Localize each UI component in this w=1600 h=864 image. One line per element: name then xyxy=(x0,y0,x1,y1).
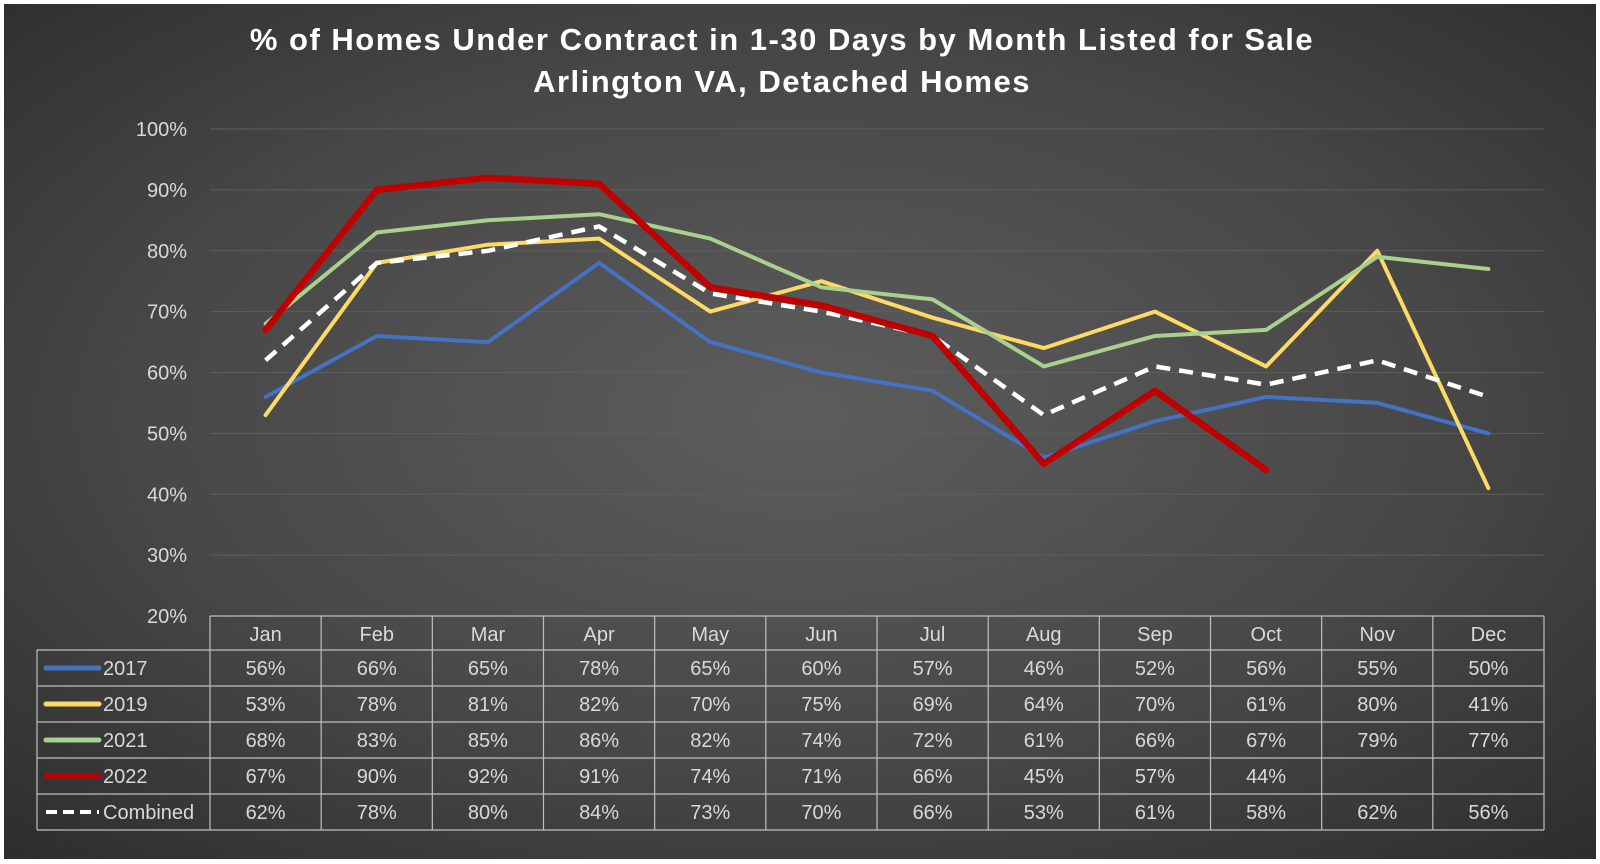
chart-title: % of Homes Under Contract in 1-30 Days b… xyxy=(250,22,1314,57)
data-label: 65% xyxy=(690,658,730,680)
data-label: 86% xyxy=(579,730,619,752)
data-label: 85% xyxy=(468,730,508,752)
x-tick-label: Dec xyxy=(1471,624,1507,646)
data-label: 61% xyxy=(1024,730,1064,752)
data-label: 65% xyxy=(468,658,508,680)
data-label: 56% xyxy=(246,658,286,680)
x-tick-label: Nov xyxy=(1359,624,1395,646)
data-label: 91% xyxy=(579,766,619,788)
data-label: 80% xyxy=(468,802,508,824)
data-label: 50% xyxy=(1468,658,1508,680)
y-tick-label: 70% xyxy=(147,302,187,324)
data-label: 66% xyxy=(913,802,953,824)
data-label: 78% xyxy=(579,658,619,680)
data-label: 67% xyxy=(246,766,286,788)
x-tick-label: Aug xyxy=(1026,624,1062,646)
y-tick-label: 100% xyxy=(136,119,187,141)
data-label: 45% xyxy=(1024,766,1064,788)
data-label: 64% xyxy=(1024,694,1064,716)
data-label: 84% xyxy=(579,802,619,824)
y-tick-label: 30% xyxy=(147,545,187,567)
data-label: 55% xyxy=(1357,658,1397,680)
y-axis-ticks: 100% 90% 80% 70% 60% 50% 40% 30% 20% xyxy=(136,119,187,628)
data-label: 57% xyxy=(1135,766,1175,788)
x-tick-label: Feb xyxy=(360,624,394,646)
data-label: 71% xyxy=(801,766,841,788)
data-label: 58% xyxy=(1246,802,1286,824)
data-label: 83% xyxy=(357,730,397,752)
legend-label-2017: 2017 xyxy=(103,658,148,680)
gridlines xyxy=(210,128,1544,556)
data-label: 66% xyxy=(913,766,953,788)
series-line-2019 xyxy=(263,236,1491,491)
y-tick-label: 50% xyxy=(147,423,187,445)
x-tick-label: Jun xyxy=(805,624,837,646)
data-label: 72% xyxy=(913,730,953,752)
data-label: 82% xyxy=(690,730,730,752)
x-tick-label: Jan xyxy=(249,624,281,646)
legend-label-2021: 2021 xyxy=(103,730,148,752)
data-label: 74% xyxy=(801,730,841,752)
data-label: 62% xyxy=(246,802,286,824)
data-label: 41% xyxy=(1468,694,1508,716)
data-label: 56% xyxy=(1246,658,1286,680)
chart-subtitle: Arlington VA, Detached Homes xyxy=(533,64,1031,99)
data-label: 60% xyxy=(801,658,841,680)
data-label: 75% xyxy=(801,694,841,716)
y-tick-label: 80% xyxy=(147,241,187,263)
y-tick-label: 90% xyxy=(147,180,187,202)
x-tick-label: Apr xyxy=(584,624,615,646)
data-label: 74% xyxy=(690,766,730,788)
series-lines xyxy=(262,174,1491,491)
y-tick-label: 60% xyxy=(147,363,187,385)
data-label: 82% xyxy=(579,694,619,716)
data-label: 44% xyxy=(1246,766,1286,788)
data-label: 53% xyxy=(1024,802,1064,824)
x-tick-label: May xyxy=(691,624,729,646)
data-label: 92% xyxy=(468,766,508,788)
data-table: Jan Feb Mar Apr May Jun Jul Aug Sep Oct Nov Dec 2017… xyxy=(36,615,1545,831)
y-tick-label: 40% xyxy=(147,484,187,506)
data-label: 62% xyxy=(1357,802,1397,824)
data-label: 66% xyxy=(1135,730,1175,752)
data-label: 53% xyxy=(246,694,286,716)
data-label: 61% xyxy=(1246,694,1286,716)
data-label: 66% xyxy=(357,658,397,680)
data-label: 81% xyxy=(468,694,508,716)
data-label: 70% xyxy=(690,694,730,716)
series-line-2022 xyxy=(262,174,1270,474)
data-label: 80% xyxy=(1357,694,1397,716)
data-label: 77% xyxy=(1468,730,1508,752)
data-label: 68% xyxy=(246,730,286,752)
data-label: 61% xyxy=(1135,802,1175,824)
data-label: 46% xyxy=(1024,658,1064,680)
data-label: 90% xyxy=(357,766,397,788)
series-line-2017 xyxy=(263,260,1491,460)
data-label: 69% xyxy=(913,694,953,716)
series-line-2021 xyxy=(263,212,1491,369)
x-tick-label: Oct xyxy=(1251,624,1283,646)
line-chart: % of Homes Under Contract in 1-30 Days b… xyxy=(4,4,1596,859)
x-tick-label: Sep xyxy=(1137,624,1173,646)
data-label: 73% xyxy=(690,802,730,824)
data-label: 70% xyxy=(1135,694,1175,716)
data-label: 79% xyxy=(1357,730,1397,752)
data-label: 70% xyxy=(801,802,841,824)
data-label: 52% xyxy=(1135,658,1175,680)
legend-label-combined: Combined xyxy=(103,802,194,824)
data-label: 78% xyxy=(357,802,397,824)
legend-label-2022: 2022 xyxy=(103,766,148,788)
chart-background xyxy=(4,4,1596,859)
data-label: 56% xyxy=(1468,802,1508,824)
legend-label-2019: 2019 xyxy=(103,694,148,716)
data-label: 57% xyxy=(913,658,953,680)
chart-container: % of Homes Under Contract in 1-30 Days b… xyxy=(4,4,1596,859)
y-tick-label: 20% xyxy=(147,606,187,628)
data-label: 78% xyxy=(357,694,397,716)
x-tick-label: Jul xyxy=(920,624,946,646)
data-label: 67% xyxy=(1246,730,1286,752)
x-tick-label: Mar xyxy=(471,624,506,646)
